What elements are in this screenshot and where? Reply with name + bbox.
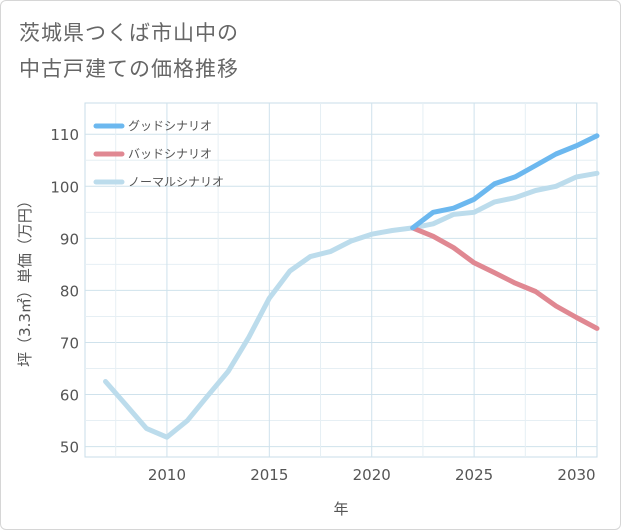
x-axis-title: 年: [333, 500, 348, 518]
legend-label: ノーマルシナリオ: [128, 175, 224, 189]
y-tick-label: 110: [50, 126, 79, 144]
series: [103, 133, 600, 440]
axes: 50 60 70 80 90 100 110 2010 2015 2020 2025 2030 年 坪（3…: [16, 126, 596, 518]
chart-title-line-2: 中古戸建ての価格推移: [19, 57, 239, 81]
y-axis-title: 坪（3.3㎡）単価（万円）: [16, 193, 34, 367]
series-line: [103, 170, 600, 440]
y-tick-label: 70: [60, 334, 79, 352]
legend-label: バッドシナリオ: [128, 147, 212, 161]
y-tick-label: 100: [50, 178, 79, 196]
legend-label: グッドシナリオ: [128, 119, 212, 133]
x-tick-label: 2015: [250, 466, 288, 484]
series-line: [410, 133, 600, 231]
y-tick-label: 60: [60, 387, 79, 405]
chart-title-line-1: 茨城県つくば市山中の: [19, 21, 239, 45]
y-tick-label: 90: [60, 230, 79, 248]
x-tick-label: 2020: [353, 466, 391, 484]
y-tick-label: 80: [60, 282, 79, 300]
x-tick-label: 2025: [455, 466, 493, 484]
grid: [84, 102, 598, 458]
y-tick-label: 50: [60, 439, 79, 457]
plot-frame: [84, 102, 598, 458]
x-tick-label: 2010: [148, 466, 186, 484]
chart-title: 茨城県つくば市山中の 中古戸建ての価格推移: [19, 15, 579, 87]
x-tick-label: 2030: [557, 466, 595, 484]
series-line: [410, 225, 600, 331]
